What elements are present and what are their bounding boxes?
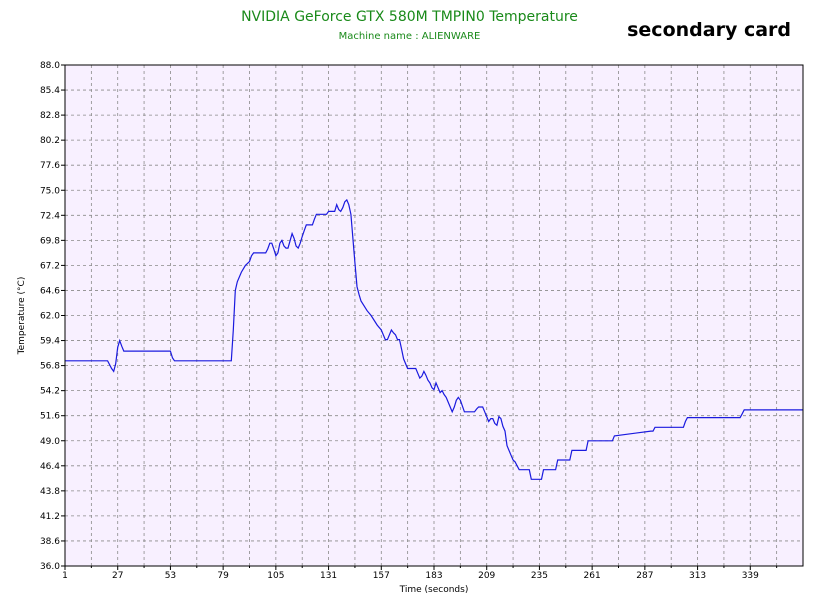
x-tick-label: 183 [425,571,442,581]
y-tick-label: 41.2 [40,512,60,522]
x-tick-label: 209 [478,571,495,581]
y-tick-label: 56.8 [40,362,60,372]
x-tick-label: 53 [165,571,176,581]
y-tick-label: 75.0 [40,186,60,196]
y-tick-label: 67.2 [40,261,60,271]
x-axis-label: Time (seconds) [399,585,469,595]
y-axis-ticks: 36.0 38.6 41.2 43.8 46.4 49.0 51.6 54.2 56.8 59.4… [40,61,65,572]
grid-lines [65,65,803,566]
y-tick-label: 88.0 [40,61,60,71]
x-tick-label: 131 [320,571,337,581]
y-tick-label: 64.6 [40,286,60,296]
x-tick-label: 27 [112,571,123,581]
x-tick-label: 235 [531,571,548,581]
x-axis-ticks: 1 27 53 79 105 131 157 183 209 235 261 287 313 339 [62,566,778,581]
y-tick-label: 69.8 [40,236,60,246]
x-tick-label: 1 [62,571,68,581]
y-axis-label: Temperature (°C) [17,277,27,356]
chart-subtitle: Machine name : ALIENWARE [338,31,481,42]
y-tick-label: 51.6 [40,412,60,422]
y-tick-label: 77.6 [40,161,60,171]
series-line [65,198,803,480]
y-tick-label: 62.0 [40,312,60,322]
plot-frame [64,64,804,567]
y-tick-label: 82.8 [40,111,60,121]
x-tick-label: 313 [689,571,706,581]
x-tick-label: 261 [584,571,601,581]
y-tick-label: 80.2 [40,136,60,146]
x-tick-label: 105 [267,571,284,581]
x-tick-label: 79 [217,571,229,581]
y-tick-label: 43.8 [40,487,60,497]
x-tick-label: 339 [742,571,759,581]
y-tick-label: 49.0 [40,437,60,447]
x-tick-label: 287 [636,571,653,581]
y-tick-label: 38.6 [40,537,60,547]
y-tick-label: 72.4 [40,211,60,221]
y-tick-label: 54.2 [40,387,60,397]
y-tick-label: 36.0 [40,562,60,572]
y-tick-label: 85.4 [40,86,60,96]
x-tick-label: 157 [373,571,390,581]
y-tick-label: 46.4 [40,462,60,472]
chart-title: NVIDIA GeForce GTX 580M TMPIN0 Temperatu… [241,9,578,25]
y-tick-label: 59.4 [40,337,60,347]
secondary-card-label: secondary card [627,19,791,41]
